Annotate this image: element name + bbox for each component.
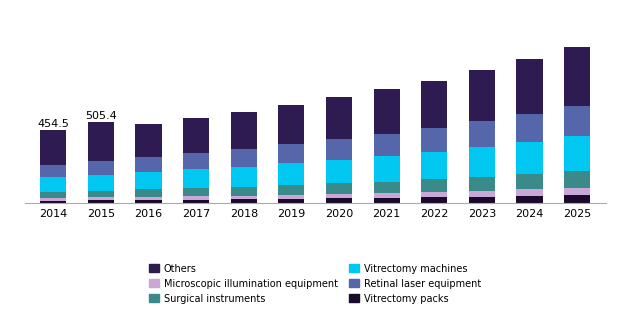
Bar [373,198,400,203]
Bar [183,118,210,153]
Legend: Others, Microscopic illumination equipment, Surgical instruments, Vitrectomy mac: Others, Microscopic illumination equipme… [146,261,484,306]
Bar [278,199,305,203]
Bar [231,167,257,187]
Bar [373,134,400,156]
Text: 505.4: 505.4 [85,111,117,121]
Bar [88,198,114,200]
Bar [40,192,66,198]
Bar [278,195,305,199]
Bar [88,200,114,203]
Bar [231,187,257,196]
Bar [468,121,495,147]
Bar [40,177,66,192]
Bar [564,106,590,136]
Bar [326,97,352,139]
Bar [40,165,66,177]
Bar [231,199,257,203]
Bar [421,179,447,192]
Bar [326,198,352,203]
Bar [183,169,210,188]
Bar [326,183,352,194]
Bar [517,114,543,142]
Bar [326,194,352,198]
Bar [40,198,66,201]
Bar [231,149,257,167]
Bar [135,189,162,197]
Bar [373,193,400,198]
Bar [421,198,447,203]
Bar [40,201,66,203]
Bar [135,172,162,189]
Bar [88,122,114,161]
Bar [421,152,447,179]
Bar [421,128,447,152]
Bar [517,59,543,114]
Bar [183,200,210,203]
Bar [278,105,305,144]
Bar [135,197,162,200]
Bar [421,80,447,128]
Bar [135,200,162,203]
Bar [564,195,590,203]
Bar [517,196,543,203]
Bar [326,139,352,160]
Bar [278,144,305,163]
Bar [183,196,210,200]
Text: 454.5: 454.5 [37,120,69,130]
Bar [468,177,495,191]
Bar [278,163,305,185]
Bar [564,171,590,188]
Bar [564,47,590,106]
Bar [88,161,114,175]
Bar [183,153,210,169]
Bar [231,112,257,149]
Bar [373,182,400,193]
Bar [135,124,162,157]
Bar [468,191,495,197]
Bar [88,191,114,198]
Bar [373,156,400,182]
Bar [183,188,210,196]
Bar [564,136,590,171]
Bar [373,90,400,134]
Bar [231,196,257,199]
Bar [135,157,162,172]
Bar [40,130,66,165]
Bar [468,70,495,121]
Bar [421,192,447,198]
Bar [517,142,543,174]
Bar [517,174,543,189]
Bar [468,197,495,203]
Bar [564,188,590,195]
Bar [88,175,114,191]
Bar [517,189,543,196]
Bar [278,185,305,195]
Bar [326,160,352,183]
Bar [468,147,495,177]
